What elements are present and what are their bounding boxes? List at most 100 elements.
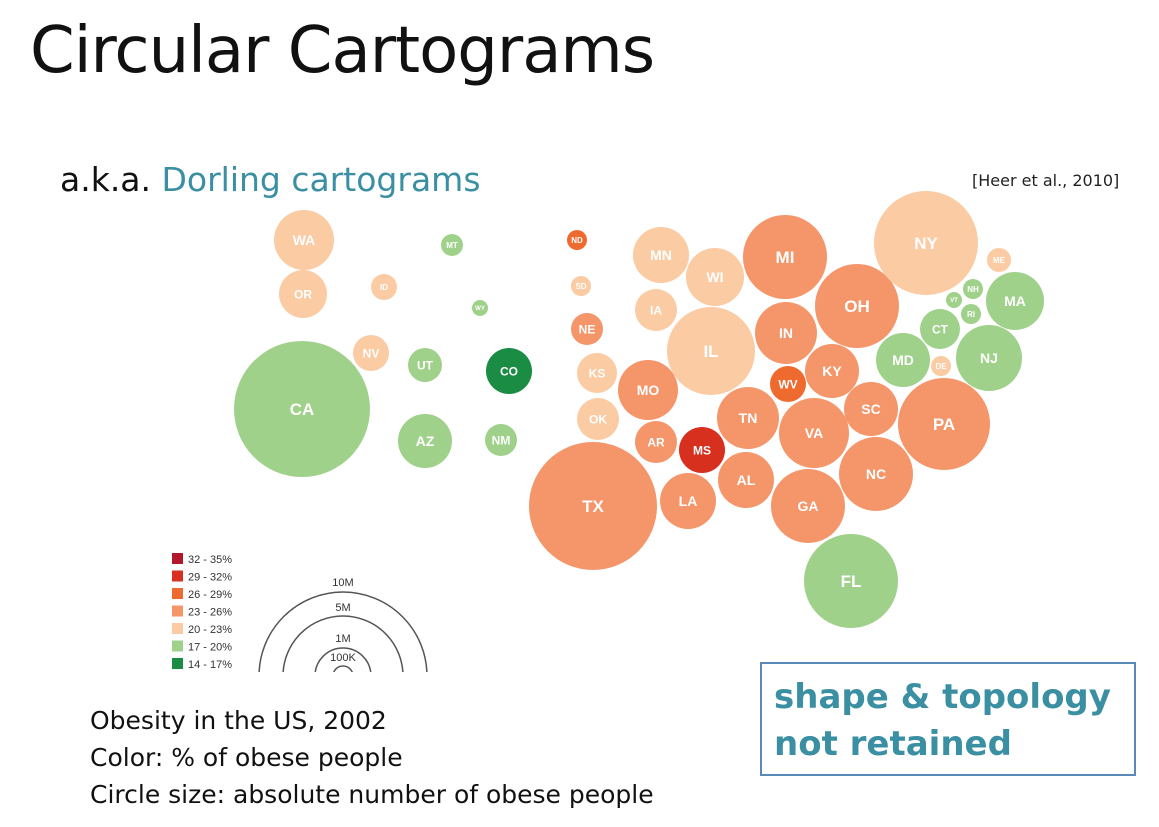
state-nh: NH bbox=[963, 279, 983, 299]
description: Obesity in the US, 2002 Color: % of obes… bbox=[90, 702, 654, 813]
state-ct: CT bbox=[920, 309, 960, 349]
state-nv: NV bbox=[353, 335, 389, 371]
state-label-de: DE bbox=[935, 362, 947, 371]
state-label-co: CO bbox=[500, 364, 518, 378]
state-ny: NY bbox=[874, 191, 978, 295]
legend-label-20-23: 20 - 23% bbox=[188, 624, 232, 636]
state-circle-fl bbox=[804, 534, 898, 628]
state-label-nj: NJ bbox=[980, 350, 998, 366]
size-label-5m: 5M bbox=[335, 602, 350, 614]
state-label-mn: MN bbox=[650, 247, 672, 263]
state-label-vt: VT bbox=[950, 298, 958, 304]
legend-swatch-23-26 bbox=[172, 605, 183, 617]
state-circle-ne bbox=[571, 313, 603, 345]
state-circle-in bbox=[755, 302, 817, 364]
state-ri: RI bbox=[961, 304, 981, 324]
legend-swatch-17-20 bbox=[172, 640, 183, 652]
state-circle-nd bbox=[567, 230, 587, 250]
legend-swatch-29-32 bbox=[172, 570, 183, 582]
callout-line-2: not retained bbox=[774, 724, 1012, 764]
state-ut: UT bbox=[408, 348, 442, 382]
state-label-sc: SC bbox=[861, 401, 880, 417]
state-in: IN bbox=[755, 302, 817, 364]
state-label-ok: OK bbox=[589, 412, 607, 426]
state-vt: VT bbox=[946, 292, 962, 308]
state-circle-mn bbox=[633, 227, 689, 283]
legend-swatch-32-35 bbox=[172, 553, 183, 564]
state-label-ri: RI bbox=[967, 310, 975, 319]
state-mt: MT bbox=[441, 234, 463, 256]
state-circle-ky bbox=[805, 344, 859, 398]
state-label-al: AL bbox=[737, 472, 756, 488]
state-label-wv: WV bbox=[778, 377, 797, 391]
state-label-nc: NC bbox=[866, 466, 886, 482]
state-il: IL bbox=[667, 307, 755, 395]
state-label-mt: MT bbox=[446, 241, 458, 250]
state-ok: OK bbox=[577, 398, 619, 440]
state-label-mi: MI bbox=[776, 248, 795, 267]
state-label-ut: UT bbox=[417, 358, 434, 372]
state-label-la: LA bbox=[679, 493, 698, 509]
state-circle-wv bbox=[770, 366, 806, 402]
state-circle-oh bbox=[815, 264, 899, 348]
state-label-wy: WY bbox=[475, 306, 485, 312]
state-circle-nj bbox=[956, 325, 1022, 391]
state-pa: PA bbox=[898, 378, 990, 470]
state-label-ky: KY bbox=[822, 363, 842, 379]
state-circle-sd bbox=[571, 276, 591, 296]
state-label-ks: KS bbox=[589, 366, 606, 380]
state-circle-me bbox=[987, 248, 1011, 272]
legend-label-23-26: 23 - 26% bbox=[188, 607, 232, 619]
state-label-ca: CA bbox=[290, 400, 315, 419]
state-oh: OH bbox=[815, 264, 899, 348]
state-label-mo: MO bbox=[637, 382, 660, 398]
size-ring-10m bbox=[258, 591, 428, 672]
state-nc: NC bbox=[839, 437, 913, 511]
legend-swatch-26-29 bbox=[172, 588, 183, 599]
state-circle-mi bbox=[743, 215, 827, 299]
state-label-pa: PA bbox=[933, 415, 955, 434]
state-circle-nh bbox=[963, 279, 983, 299]
citation: [Heer et al., 2010] bbox=[972, 171, 1120, 190]
state-circle-wi bbox=[686, 248, 744, 306]
state-wv: WV bbox=[770, 366, 806, 402]
size-ring-100k bbox=[333, 665, 353, 672]
state-ks: KS bbox=[577, 353, 617, 393]
callout-box: shape & topology not retained bbox=[760, 662, 1136, 776]
legend-label-26-29: 26 - 29% bbox=[188, 589, 232, 601]
state-label-id: ID bbox=[380, 283, 388, 292]
state-circle-de bbox=[931, 356, 951, 376]
legend-label-14-17: 14 - 17% bbox=[188, 659, 232, 671]
size-ring-5m bbox=[282, 615, 404, 672]
state-circle-nc bbox=[839, 437, 913, 511]
state-label-ny: NY bbox=[914, 234, 938, 253]
state-circle-mt bbox=[441, 234, 463, 256]
state-circle-nv bbox=[353, 335, 389, 371]
state-label-ne: NE bbox=[579, 322, 596, 336]
state-circle-ar bbox=[635, 421, 677, 463]
state-md: MD bbox=[876, 333, 930, 387]
state-ky: KY bbox=[805, 344, 859, 398]
state-label-ma: MA bbox=[1004, 293, 1026, 309]
state-mi: MI bbox=[743, 215, 827, 299]
state-circle-ok bbox=[577, 398, 619, 440]
legend-swatch-14-17 bbox=[172, 658, 183, 669]
subtitle: a.k.a. Dorling cartograms bbox=[60, 160, 481, 199]
state-circle-az bbox=[398, 414, 452, 468]
state-circle-mo bbox=[618, 360, 678, 420]
legend-label-17-20: 17 - 20% bbox=[188, 642, 232, 654]
state-ms: MS bbox=[679, 427, 725, 473]
state-circle-ia bbox=[635, 289, 677, 331]
state-label-oh: OH bbox=[844, 297, 870, 316]
state-circle-sc bbox=[844, 382, 898, 436]
state-nm: NM bbox=[485, 424, 517, 456]
state-label-ar: AR bbox=[647, 435, 665, 449]
state-circle-wy bbox=[472, 300, 488, 316]
state-label-or: OR bbox=[294, 287, 312, 301]
state-wa: WA bbox=[274, 210, 334, 270]
legend-label-29-32: 29 - 32% bbox=[188, 572, 232, 584]
state-circle-ga bbox=[771, 469, 845, 543]
state-label-in: IN bbox=[779, 325, 793, 341]
description-line-1: Obesity in the US, 2002 bbox=[90, 706, 387, 735]
size-label-1m: 1M bbox=[335, 633, 350, 645]
